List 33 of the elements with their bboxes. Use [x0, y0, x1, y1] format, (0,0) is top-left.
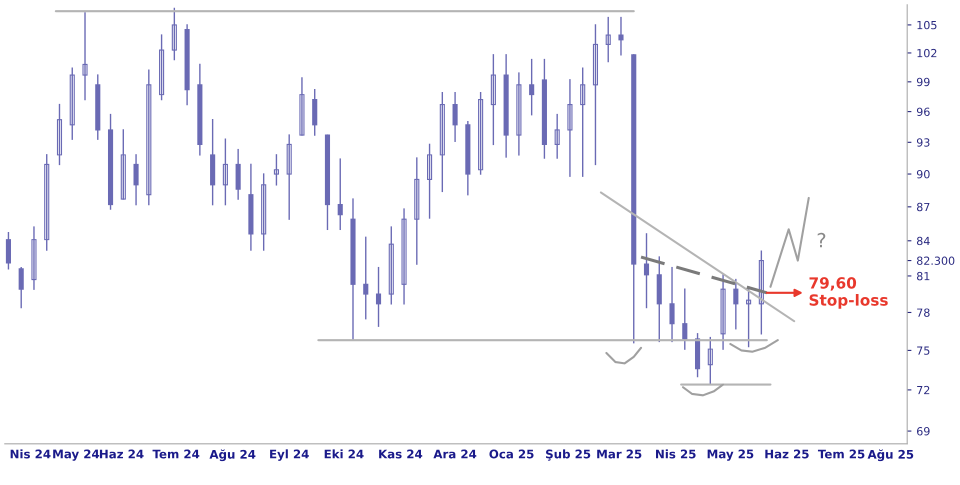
x-tick-label: Mar 25: [597, 450, 642, 458]
y-tick-label: 102: [917, 48, 936, 58]
y-tick-label: 69: [917, 427, 930, 436]
y-tick-label: 93: [916, 138, 930, 147]
y-tick-label: 78: [917, 308, 930, 317]
x-tick-label: May 25: [708, 449, 754, 461]
x-tick-label: Nis 25: [656, 449, 696, 458]
x-tick-label: Oca 25: [489, 450, 534, 458]
x-tick-label: Şub 25: [546, 449, 590, 461]
x-tick-label: Ara 24: [433, 450, 476, 458]
annotation: ?: [818, 232, 826, 248]
x-tick-label: Nis 24: [10, 449, 51, 458]
x-tick-label: Eyl 24: [270, 449, 309, 461]
x-tick-label: Haz 24: [100, 450, 144, 458]
x-tick-label: Eki 24: [324, 449, 364, 458]
y-tick-label: 90: [916, 170, 930, 178]
y-tick-label: 75: [917, 346, 930, 355]
y-tick-label: 96: [916, 108, 930, 116]
x-tick-label: Ağu 25: [868, 449, 914, 462]
y-tick-label: 82.300: [916, 256, 954, 265]
y-tick-label: 72: [917, 386, 930, 394]
x-tick-label: Tem 24: [152, 450, 200, 458]
y-tick-label: 87: [916, 202, 930, 212]
x-tick-label: May 24: [53, 449, 100, 461]
x-tick-label: Ağu 24: [209, 449, 256, 462]
y-tick-label: 81: [916, 272, 930, 280]
x-tick-label: Tem 25: [818, 450, 864, 458]
y-tick-label: 99: [916, 78, 930, 86]
y-tick-label: 105: [917, 20, 936, 30]
x-tick-label: Haz 25: [765, 450, 809, 458]
y-tick-label: 84: [916, 236, 930, 246]
x-tick-label: Kas 24: [379, 450, 422, 458]
annotation: 79,60 Stop-loss: [810, 277, 888, 309]
